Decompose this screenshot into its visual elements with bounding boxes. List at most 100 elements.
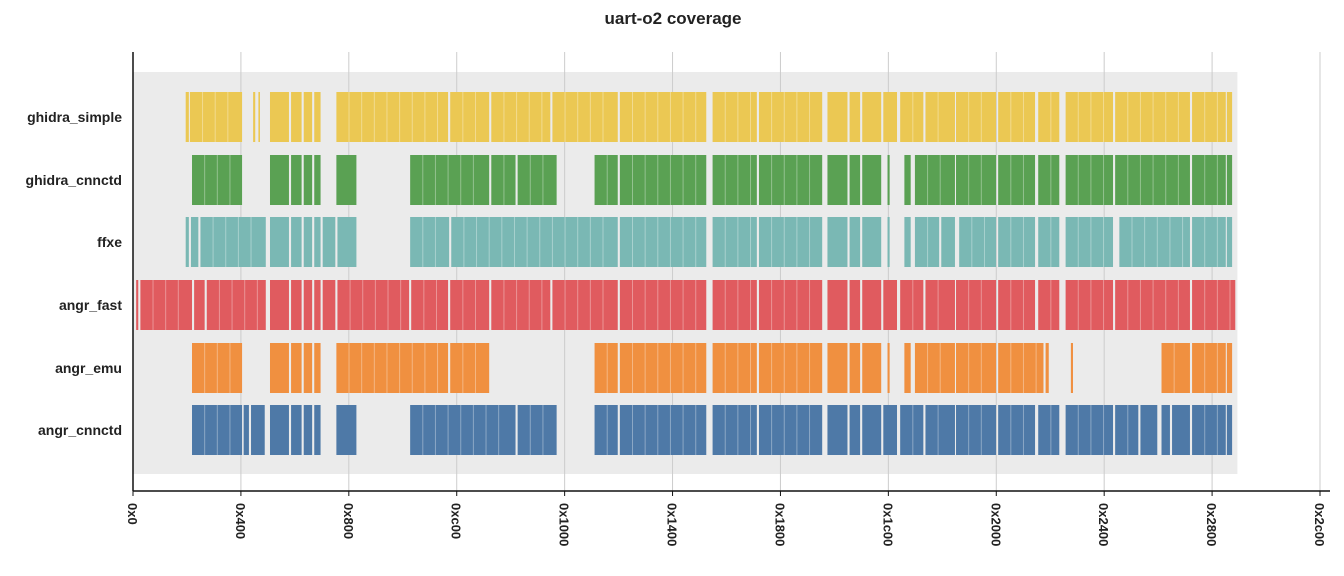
coverage-segment <box>200 217 266 267</box>
coverage-segment <box>712 155 757 205</box>
coverage-segment <box>336 155 357 205</box>
coverage-segment <box>291 217 302 267</box>
coverage-segment <box>1045 343 1049 393</box>
coverage-segment <box>194 280 205 330</box>
coverage-segment <box>998 405 1036 455</box>
coverage-segment <box>192 405 243 455</box>
coverage-segment <box>322 217 336 267</box>
coverage-segment <box>269 405 289 455</box>
x-tick-label: 0x1c00 <box>880 503 895 546</box>
coverage-segment <box>862 405 882 455</box>
y-label-angr_cnnctd: angr_cnnctd <box>38 422 122 438</box>
coverage-segment <box>712 343 757 393</box>
coverage-segment <box>451 217 618 267</box>
x-tick-label: 0x0 <box>125 503 140 525</box>
coverage-segment <box>904 217 911 267</box>
coverage-segment <box>303 405 313 455</box>
coverage-segment <box>410 155 490 205</box>
coverage-segment <box>900 405 924 455</box>
coverage-segment <box>291 343 302 393</box>
coverage-segment <box>517 405 557 455</box>
coverage-segment <box>189 92 243 142</box>
coverage-segment <box>712 280 757 330</box>
coverage-segment <box>712 217 757 267</box>
coverage-segment <box>849 280 861 330</box>
coverage-segment <box>925 280 955 330</box>
coverage-segment <box>291 280 302 330</box>
coverage-segment <box>1226 217 1233 267</box>
coverage-segment <box>904 155 911 205</box>
coverage-segment <box>956 92 997 142</box>
axes <box>132 52 1330 496</box>
coverage-segment <box>758 343 823 393</box>
coverage-segment <box>956 343 997 393</box>
coverage-segment <box>900 92 924 142</box>
coverage-segment <box>914 343 955 393</box>
series-ghidra_simple <box>185 92 1233 142</box>
x-tick-label: 0x2400 <box>1096 503 1111 546</box>
coverage-segment <box>941 217 955 267</box>
coverage-segment <box>827 343 848 393</box>
chart-title: uart-o2 coverage <box>605 9 742 28</box>
x-tick-label: 0xc00 <box>449 503 464 539</box>
coverage-segment <box>883 280 898 330</box>
coverage-segment <box>1119 217 1190 267</box>
coverage-segment <box>914 155 955 205</box>
coverage-segment <box>619 343 707 393</box>
coverage-segment <box>712 92 757 142</box>
coverage-segment <box>959 217 997 267</box>
coverage-segment <box>269 155 289 205</box>
coverage-segment <box>552 92 618 142</box>
coverage-segment <box>619 217 707 267</box>
coverage-segment <box>269 343 289 393</box>
x-tick-label: 0x2800 <box>1204 503 1219 546</box>
coverage-segment <box>314 155 321 205</box>
coverage-segment <box>136 280 139 330</box>
coverage-segment <box>1065 217 1114 267</box>
coverage-segment <box>1192 217 1226 267</box>
coverage-segment <box>1115 280 1190 330</box>
series-angr_fast <box>136 280 1236 330</box>
coverage-segment <box>849 217 861 267</box>
coverage-segment <box>956 155 997 205</box>
coverage-segment <box>887 155 890 205</box>
coverage-segment <box>862 280 882 330</box>
coverage-segment <box>269 280 289 330</box>
coverage-segment <box>594 155 618 205</box>
coverage-segment <box>594 405 618 455</box>
coverage-segment <box>827 155 848 205</box>
coverage-segment <box>925 92 955 142</box>
coverage-segment <box>862 92 882 142</box>
coverage-segment <box>900 280 924 330</box>
coverage-segment <box>1226 92 1233 142</box>
coverage-segment <box>594 343 618 393</box>
coverage-segment <box>998 92 1036 142</box>
coverage-segment <box>491 155 516 205</box>
coverage-segment <box>206 280 266 330</box>
coverage-segment <box>1161 343 1190 393</box>
coverage-segment <box>849 92 861 142</box>
coverage-segment <box>140 280 193 330</box>
coverage-segment <box>1065 155 1114 205</box>
x-tick-label: 0x1400 <box>665 503 680 546</box>
coverage-segment <box>491 92 551 142</box>
y-label-ghidra_simple: ghidra_simple <box>27 109 122 125</box>
series-ffxe <box>185 217 1233 267</box>
coverage-segment <box>517 155 557 205</box>
coverage-segment <box>758 92 823 142</box>
coverage-segment <box>251 405 265 455</box>
coverage-segment <box>314 405 321 455</box>
coverage-segment <box>1161 405 1170 455</box>
coverage-segment <box>1226 343 1233 393</box>
coverage-segment <box>619 92 707 142</box>
coverage-segment <box>827 280 848 330</box>
coverage-segment <box>758 217 823 267</box>
x-tick-label: 0x1000 <box>557 503 572 546</box>
coverage-segment <box>491 280 551 330</box>
coverage-segment <box>862 155 882 205</box>
coverage-segment <box>303 92 313 142</box>
coverage-segment <box>758 155 823 205</box>
coverage-segment <box>1192 343 1226 393</box>
coverage-segment <box>619 155 707 205</box>
y-label-angr_emu: angr_emu <box>55 360 122 376</box>
